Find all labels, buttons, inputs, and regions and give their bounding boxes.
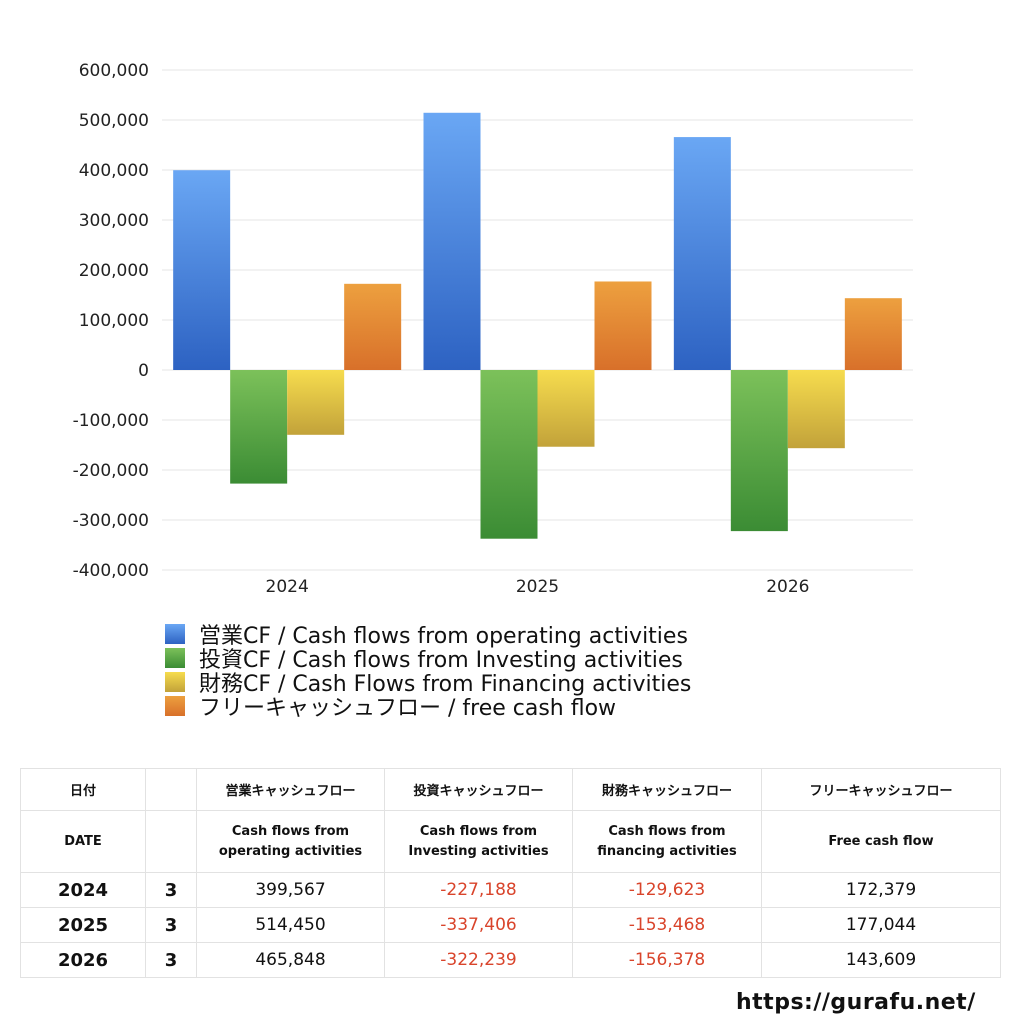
row-operating: 514,450	[196, 907, 385, 943]
bar-2025-series-1	[480, 370, 538, 539]
row-month: 3	[145, 942, 197, 978]
y-tick-label: -400,000	[73, 561, 149, 581]
bar-2024-series-1	[230, 370, 288, 484]
bar-2024-series-0	[173, 170, 231, 370]
legend-swatch-investing	[165, 648, 185, 668]
header-operating-jp: 営業キャッシュフロー	[196, 768, 385, 811]
legend-item-operating: 営業CF / Cash flows from operating activit…	[165, 622, 691, 649]
bar-2025-series-0	[423, 112, 481, 371]
y-tick-label: 200,000	[79, 261, 149, 281]
row-year: 2026	[20, 942, 146, 978]
y-tick-label: -200,000	[73, 461, 149, 481]
y-tick-label: -300,000	[73, 511, 149, 531]
row-month: 3	[145, 872, 197, 908]
bar-2026-series-1	[730, 370, 788, 532]
legend-label-free: フリーキャッシュフロー / free cash flow	[199, 696, 617, 721]
row-financing: -129,623	[572, 872, 762, 908]
bar-2024-series-3	[344, 283, 402, 370]
row-operating: 465,848	[196, 942, 385, 978]
header-date-jp: 日付	[20, 768, 146, 811]
row-year: 2024	[20, 872, 146, 908]
legend-swatch-financing	[165, 672, 185, 692]
bar-2025-series-3	[594, 281, 652, 370]
header-financing-jp: 財務キャッシュフロー	[572, 768, 762, 811]
row-investing: -322,239	[384, 942, 573, 978]
legend: 営業CF / Cash flows from operating activit…	[165, 622, 691, 721]
bars	[173, 112, 902, 539]
header-operating-en: Cash flows from operating activities	[196, 810, 385, 873]
legend-label-investing: 投資CF / Cash flows from Investing activit…	[199, 648, 683, 673]
y-tick-label: 400,000	[79, 161, 149, 181]
row-investing: -337,406	[384, 907, 573, 943]
row-operating: 399,567	[196, 872, 385, 908]
header-investing-en: Cash flows from Investing activities	[384, 810, 573, 873]
row-free: 172,379	[761, 872, 1001, 908]
legend-swatch-free	[165, 696, 185, 716]
site-url: https://gurafu.net/	[736, 990, 976, 1015]
bar-2026-series-2	[787, 370, 845, 449]
legend-label-operating: 営業CF / Cash flows from operating activit…	[199, 624, 688, 649]
header-date-en: DATE	[20, 810, 146, 873]
x-tick-label: 2024	[266, 577, 309, 597]
row-financing: -156,378	[572, 942, 762, 978]
table-row: 2024 3 399,567 -227,188 -129,623 172,379	[20, 872, 1001, 908]
header-financing-en: Cash flows from financing activities	[572, 810, 762, 873]
cash-flow-chart: 600,000 500,000 400,000 300,000 200,000 100,0…	[73, 61, 913, 597]
bar-2025-series-2	[537, 370, 595, 447]
legend-swatch-operating	[165, 624, 185, 644]
y-tick-label: 0	[138, 361, 149, 381]
row-free: 177,044	[761, 907, 1001, 943]
header-free-jp: フリーキャッシュフロー	[761, 768, 1001, 811]
y-tick-label: 100,000	[79, 311, 149, 331]
bar-2024-series-2	[287, 370, 345, 435]
y-axis-ticks: 600,000 500,000 400,000 300,000 200,000 100,0…	[73, 61, 149, 581]
header-month-en	[145, 810, 197, 873]
y-tick-label: -100,000	[73, 411, 149, 431]
legend-item-free: フリーキャッシュフロー / free cash flow	[165, 694, 691, 721]
bar-2026-series-0	[673, 137, 731, 370]
y-tick-label: 500,000	[79, 111, 149, 131]
row-free: 143,609	[761, 942, 1001, 978]
row-year: 2025	[20, 907, 146, 943]
y-tick-label: 600,000	[79, 61, 149, 81]
x-axis-ticks: 2024 2025 2026	[266, 577, 810, 597]
legend-label-financing: 財務CF / Cash Flows from Financing activit…	[199, 672, 692, 697]
legend-item-investing: 投資CF / Cash flows from Investing activit…	[165, 646, 691, 673]
table-row: 2025 3 514,450 -337,406 -153,468 177,044	[20, 907, 1001, 943]
legend-item-financing: 財務CF / Cash Flows from Financing activit…	[165, 670, 691, 697]
header-free-en: Free cash flow	[761, 810, 1001, 873]
row-financing: -153,468	[572, 907, 762, 943]
cash-flow-table: 日付 営業キャッシュフロー 投資キャッシュフロー 財務キャッシュフロー フリーキ…	[20, 768, 1001, 978]
table-header-row: 日付 営業キャッシュフロー 投資キャッシュフロー 財務キャッシュフロー フリーキ…	[20, 768, 1001, 811]
header-month	[145, 768, 197, 811]
x-tick-label: 2025	[516, 577, 559, 597]
bar-2026-series-3	[844, 298, 902, 370]
x-tick-label: 2026	[766, 577, 809, 597]
table-row: 2026 3 465,848 -322,239 -156,378 143,609	[20, 942, 1001, 978]
row-month: 3	[145, 907, 197, 943]
table-subheader-row: DATE Cash flows from operating activitie…	[20, 810, 1001, 873]
header-investing-jp: 投資キャッシュフロー	[384, 768, 573, 811]
y-tick-label: 300,000	[79, 211, 149, 231]
row-investing: -227,188	[384, 872, 573, 908]
